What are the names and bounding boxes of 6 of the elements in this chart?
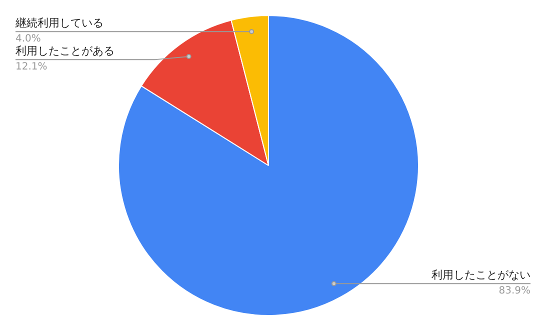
data-label: 4.0% <box>16 34 41 45</box>
data-label: 12.1% <box>16 62 48 73</box>
data-label: 83.9% <box>498 286 531 297</box>
slice-label: 利用したことがない <box>432 268 530 282</box>
slice-label: 利用したことがある <box>16 44 114 58</box>
slice-label: 継続利用している <box>14 16 104 30</box>
